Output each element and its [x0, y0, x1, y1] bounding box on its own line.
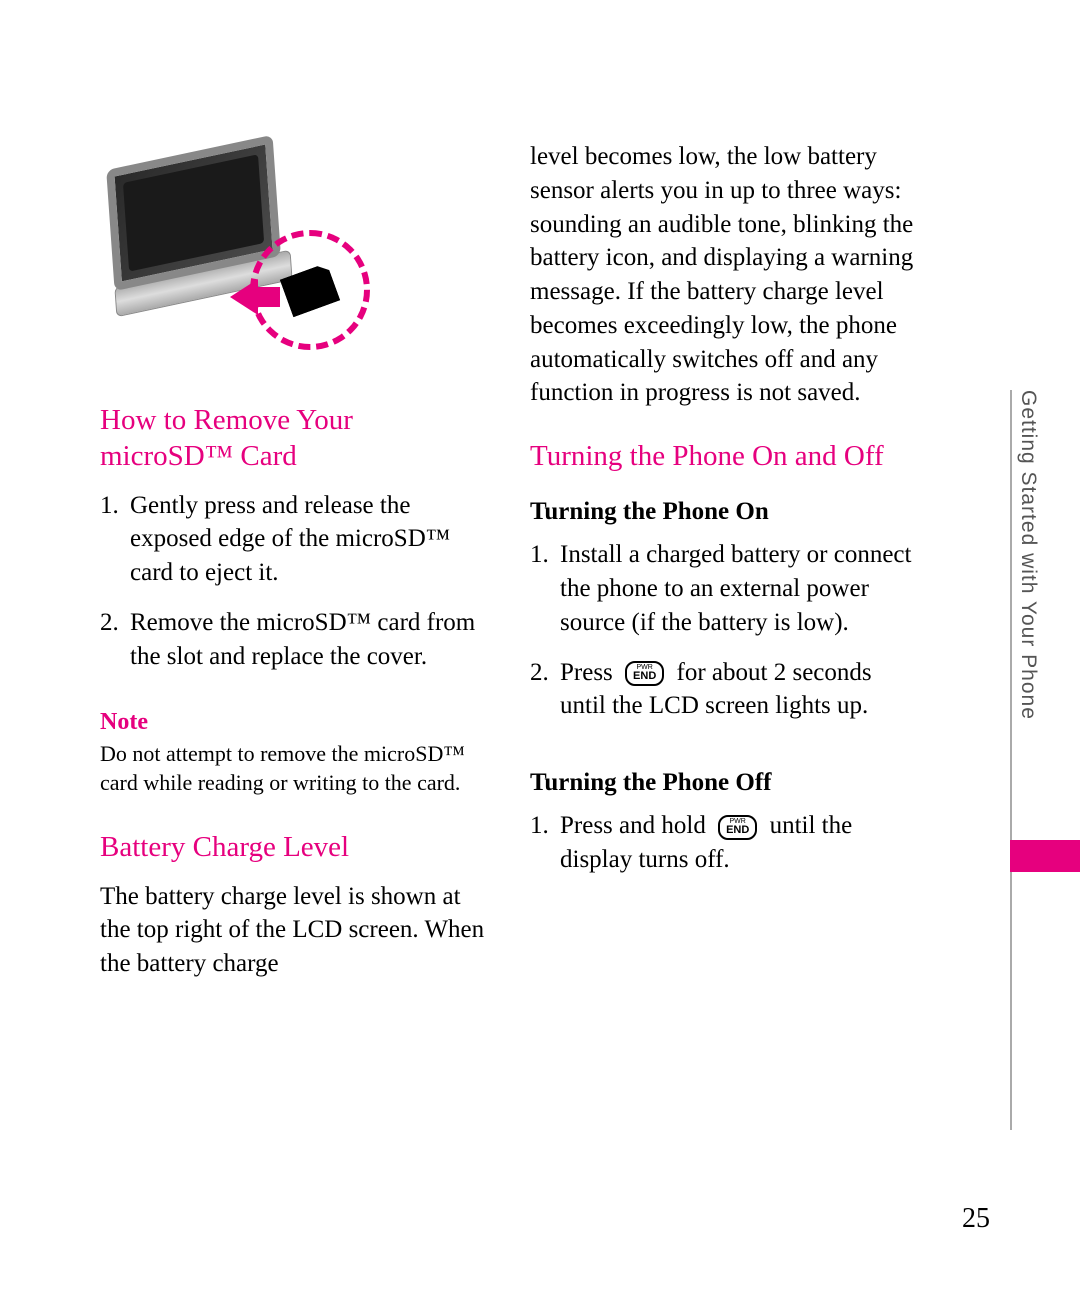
sdcard-highlight-circle [250, 230, 370, 350]
step-item: Remove the microSD™ card from the slot a… [100, 606, 490, 674]
section-color-tab [1010, 840, 1080, 872]
manual-page: How to Remove Your microSD™ Card Gently … [0, 0, 1080, 1077]
step-text-prefix: Press [560, 659, 619, 686]
note-block: Note Do not attempt to remove the microS… [100, 709, 490, 797]
step-item: Gently press and release the exposed edg… [100, 489, 490, 590]
heading-power-onoff: Turning the Phone On and Off [530, 438, 920, 474]
sdcard-icon [280, 263, 341, 318]
side-divider-line [1010, 390, 1012, 1130]
end-key-icon: PWR END [625, 661, 664, 686]
step-text-prefix: Press and hold [560, 812, 712, 839]
subheading-power-on: Turning the Phone On [530, 498, 920, 526]
steps-power-on: Install a charged battery or connect the… [530, 538, 920, 739]
phone-sdcard-illustration [100, 140, 390, 370]
step-item: Press PWR END for about 2 seconds until … [530, 656, 920, 724]
note-text: Do not attempt to remove the microSD™ ca… [100, 740, 490, 797]
steps-remove-sdcard: Gently press and release the exposed edg… [100, 489, 490, 690]
heading-battery-charge: Battery Charge Level [100, 829, 490, 865]
step-item: Install a charged battery or connect the… [530, 538, 920, 639]
section-side-label: Getting Started with Your Phone [1016, 390, 1040, 720]
left-column: How to Remove Your microSD™ Card Gently … [100, 140, 490, 997]
heading-remove-sdcard: How to Remove Your microSD™ Card [100, 402, 490, 475]
para-low-battery: level becomes low, the low battery senso… [530, 140, 920, 410]
subheading-power-off: Turning the Phone Off [530, 769, 920, 797]
end-key-icon: PWR END [718, 815, 757, 840]
step-item: Press and hold PWR END until the display… [530, 809, 920, 877]
right-column: level becomes low, the low battery senso… [530, 140, 920, 997]
steps-power-off: Press and hold PWR END until the display… [530, 809, 920, 893]
page-number: 25 [962, 1203, 990, 1235]
note-title: Note [100, 709, 490, 736]
para-battery-charge: The battery charge level is shown at the… [100, 880, 490, 981]
